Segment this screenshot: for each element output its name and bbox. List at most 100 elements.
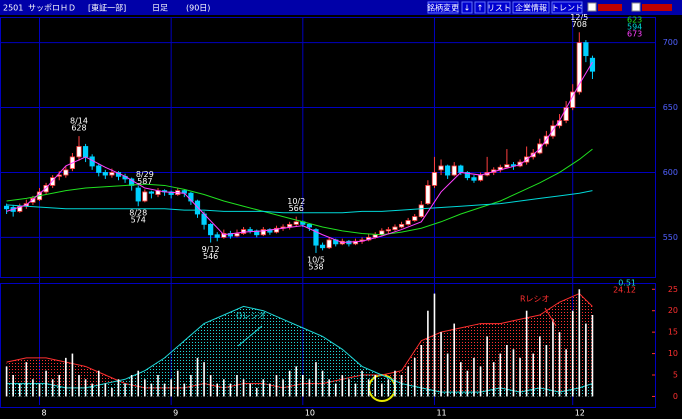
volume-bar [32,379,34,397]
y-tick-label: 20 [668,306,678,315]
volume-bar [5,366,8,397]
candle-body [63,169,69,176]
header-button[interactable] [512,1,550,14]
volume-bar [486,336,488,397]
ma-current-value: 673 [627,30,642,39]
moving-average [6,148,593,236]
candle-body [82,146,89,158]
annotation-date: 8/28 [129,209,147,218]
volume-bar [58,375,61,397]
candle-body [392,226,398,230]
volume-bar [354,383,357,397]
x-tick-label: 9 [173,409,178,418]
candle-body [530,152,536,158]
volume-bar [321,370,324,397]
candle-body [313,229,319,246]
header-button-label[interactable]: トレンド [551,4,583,13]
volume-bar [117,379,120,397]
candle-body [418,204,424,217]
candle-body [405,220,411,225]
header-button[interactable] [487,1,511,14]
candle-body [3,205,10,210]
candle-body [76,146,82,158]
volume-bar [262,379,265,397]
candle-body [326,239,332,249]
candle-body [214,234,220,238]
checkbox[interactable] [631,2,641,12]
candle-body [471,177,477,181]
stock-name: サッポロＨＤ [28,4,76,13]
volume-bar [12,375,14,397]
candle-body [477,174,484,181]
moving-average [6,61,593,244]
volume-bar [591,315,594,397]
checkbox-label[interactable] [642,4,672,11]
volume-bar [308,379,311,397]
x-tick-label: 12 [575,409,585,418]
volume-bar [150,383,153,397]
candle-body [425,185,431,205]
header-button-label[interactable]: ↓ [464,4,471,13]
header-button[interactable] [551,1,583,14]
volume-bar [255,387,258,397]
volume-bar [223,379,225,397]
volume-bar [203,362,205,397]
x-tick-label: 11 [436,409,446,418]
volume-bar [91,383,93,397]
volume-bar [479,366,482,397]
candle-body [431,172,438,186]
volume-bar [374,375,377,397]
candle-body [306,223,312,228]
annotation-date: 8/14 [70,117,88,126]
volume-bar [453,323,456,397]
checkbox-label[interactable] [598,4,622,11]
volume-bar [420,345,423,397]
header-button-label[interactable]: リスト [487,4,511,13]
ratio-area-fill [6,293,593,397]
candle-body [517,161,523,167]
candle-body [50,177,56,186]
volume-bar [269,383,271,397]
volume-bar [190,375,192,397]
header-button-label[interactable]: ↑ [477,4,484,13]
y-tick-label: 25 [668,285,678,294]
annotation-date: 9/12 [202,245,220,254]
volume-bar [229,383,232,397]
header-button-label[interactable]: 銘柄変更 [427,3,459,13]
y-tick-label: 10 [668,349,678,358]
volume-bar [183,383,186,397]
annotation-date: 10/5 [307,255,325,264]
candle-body [234,233,240,237]
volume-bar [78,375,80,397]
annotation-price: 628 [71,124,86,133]
volume-bar [381,383,383,397]
ratio-current-value: 24.12 [613,286,636,295]
volume-bar [512,349,515,397]
annotation-price: 708 [572,20,587,29]
header-button-label[interactable]: 企業情報 [515,3,547,13]
candle-body [287,223,293,228]
volume-bar [137,370,140,397]
annotation-text: Oレシオ [236,312,266,321]
volume-bar [413,357,416,397]
volume-bar [446,353,449,397]
volume-bar [545,345,548,397]
volume-bar [578,289,581,397]
annotation-pointer [237,325,263,347]
y-tick-label: 600 [663,168,678,177]
volume-bar [249,383,251,397]
volume-bar [585,323,587,397]
header-button[interactable] [461,1,473,14]
stock-code: 2501 [3,4,23,13]
candle-body [398,223,405,228]
volume-bar [170,379,172,397]
y-tick-label: 550 [663,233,678,242]
checkbox[interactable] [587,2,597,12]
candle-body [576,42,582,93]
header-button[interactable] [474,1,486,14]
header-button[interactable] [427,1,459,14]
candle-body [135,187,141,202]
y-tick-label: 5 [673,371,678,380]
volume-bar [532,353,535,397]
